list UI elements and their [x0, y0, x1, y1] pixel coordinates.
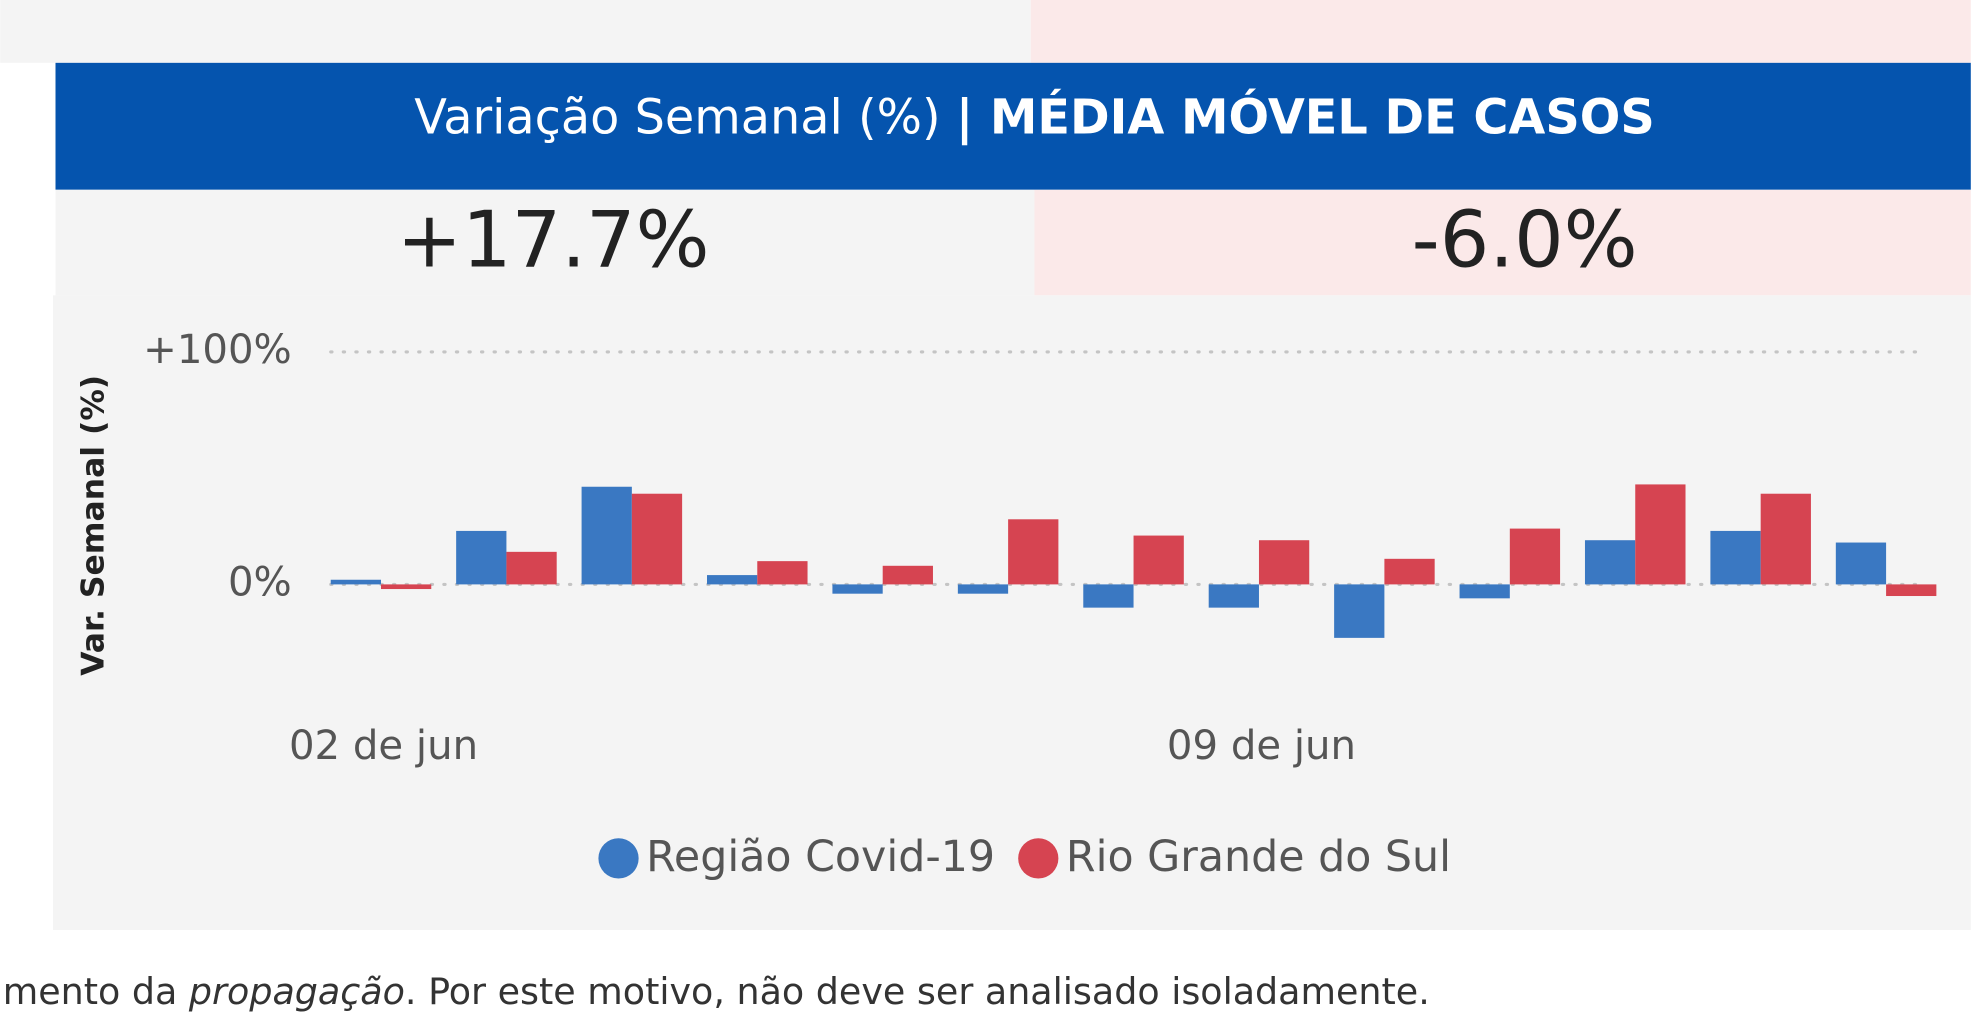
bar — [1083, 584, 1134, 608]
bar — [1258, 540, 1310, 585]
chart-panel — [52, 295, 1971, 930]
header — [55, 62, 1971, 190]
bar — [581, 486, 632, 585]
kpi-right-bg — [1034, 189, 1971, 296]
bar — [1835, 542, 1887, 585]
footnote: mento da propagação. Por este motivo, nã… — [3, 969, 1430, 1012]
title-regular: Variação Semanal (%) — [414, 91, 940, 146]
legend-marker — [598, 838, 639, 879]
footnote-text: mento da — [3, 969, 189, 1012]
bar — [707, 575, 758, 585]
bar — [456, 530, 507, 585]
bar — [757, 561, 808, 585]
y-tick-label: +100% — [143, 327, 292, 373]
plot: 0% +100% 02 de jun 09 de jun Região Covid-19… — [143, 327, 1937, 882]
bar — [1509, 528, 1561, 585]
bar — [631, 493, 683, 585]
bar — [832, 584, 883, 594]
y-tick-label: 0% — [228, 559, 292, 605]
x-tick-label: 02 de jun — [289, 723, 478, 769]
bar — [1635, 484, 1686, 585]
bar — [330, 579, 381, 585]
kpi-value: +17.7% — [397, 196, 710, 286]
footnote-text: . Por este motivo, não deve ser analisad… — [405, 969, 1430, 1012]
header-title: Variação Semanal (%) | MÉDIA MÓVEL DE CA… — [414, 89, 1654, 146]
legend-label: Rio Grande do Sul — [1066, 832, 1451, 882]
bar — [381, 584, 432, 590]
bar — [1133, 535, 1184, 585]
bar — [1710, 530, 1761, 585]
bar — [1760, 493, 1811, 585]
top-right-bg — [1030, 0, 1971, 63]
bar — [1384, 558, 1435, 585]
kpi-value: -6.0% — [1412, 196, 1638, 286]
top-left-bg — [0, 0, 1031, 63]
footnote-italic: propagação — [188, 969, 405, 1012]
bar — [957, 584, 1009, 594]
bar — [506, 551, 557, 585]
bar — [1334, 584, 1385, 638]
bar — [1584, 540, 1636, 585]
bar — [1886, 584, 1937, 597]
bar — [882, 565, 933, 585]
bar — [1459, 584, 1510, 599]
bar — [1208, 584, 1259, 608]
legend-marker — [1018, 838, 1059, 879]
kpi-left-bg — [55, 189, 1035, 296]
y-axis-title: Var. Semanal (%) — [75, 375, 111, 676]
bar — [1008, 519, 1059, 585]
legend-label: Região Covid-19 — [646, 832, 995, 882]
title-bold: | MÉDIA MÓVEL DE CASOS — [956, 89, 1655, 146]
x-tick-label: 09 de jun — [1167, 723, 1356, 769]
